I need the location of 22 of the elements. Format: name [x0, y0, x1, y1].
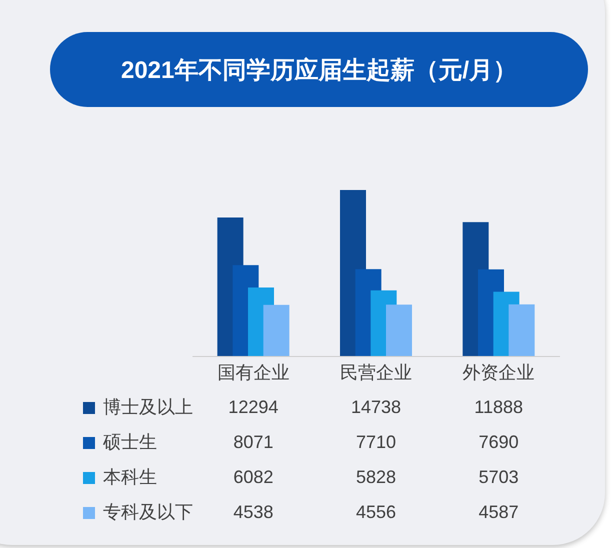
legend-label: 专科及以下	[103, 502, 193, 522]
x-tick-label: 外资企业	[462, 362, 535, 382]
data-label: 11888	[474, 397, 524, 417]
data-label: 8071	[233, 432, 274, 452]
data-label: 7690	[478, 432, 519, 452]
x-tick-label: 国有企业	[217, 362, 290, 382]
bar	[508, 304, 535, 356]
data-label: 14738	[350, 397, 402, 417]
data-label: 5828	[356, 467, 396, 487]
bar	[386, 304, 412, 356]
legend-label: 博士及以上	[103, 397, 193, 417]
x-tick-label: 民营企业	[340, 362, 412, 382]
data-label: 7710	[356, 432, 396, 452]
data-label: 5703	[478, 467, 519, 487]
data-label: 12294	[228, 397, 278, 417]
legend-label: 硕士生	[102, 432, 157, 452]
bar	[263, 304, 290, 356]
data-label: 6082	[233, 467, 274, 487]
data-label: 4556	[356, 502, 396, 522]
data-label: 4538	[233, 502, 274, 522]
legend-label: 本科生	[103, 467, 157, 487]
data-label: 4587	[478, 502, 519, 522]
